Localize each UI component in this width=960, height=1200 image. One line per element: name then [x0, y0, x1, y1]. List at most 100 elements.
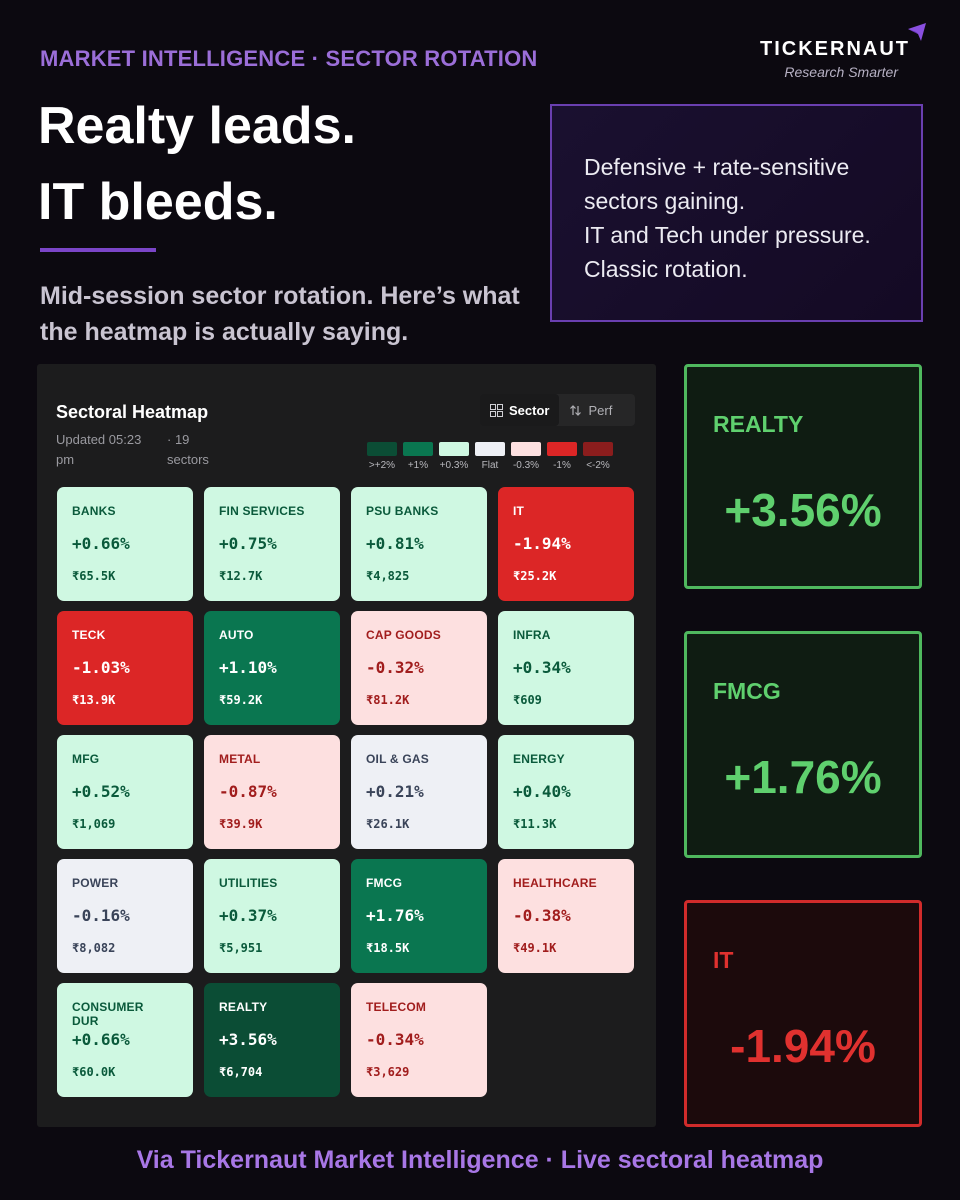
view-toggle: Sector Perf	[480, 394, 635, 426]
sector-change: +0.66%	[72, 534, 130, 553]
legend-item: -1%	[547, 442, 577, 471]
sector-name: UTILITIES	[219, 876, 278, 890]
sector-tile[interactable]: BANKS +0.66% ₹65.5K	[57, 487, 193, 601]
sector-value: ₹1,069	[72, 817, 116, 831]
toggle-perf[interactable]: Perf	[559, 394, 622, 426]
legend-label: >+2%	[368, 460, 396, 471]
legend-item: Flat	[475, 442, 505, 471]
sector-value: ₹4,825	[366, 569, 410, 583]
sector-change: -0.38%	[513, 906, 571, 925]
sector-name: OIL & GAS	[366, 752, 429, 766]
legend-swatch	[511, 442, 541, 456]
legend-swatch	[367, 442, 397, 456]
sector-tile[interactable]: OIL & GAS +0.21% ₹26.1K	[351, 735, 487, 849]
sector-value: ₹3,629	[366, 1065, 410, 1079]
legend-item: +1%	[403, 442, 433, 471]
sector-change: -1.94%	[513, 534, 571, 553]
sector-tile[interactable]: PSU BANKS +0.81% ₹4,825	[351, 487, 487, 601]
callout-line: Defensive + rate-sensitive	[584, 154, 850, 180]
brand-name: TICKERNAUT	[760, 38, 910, 60]
sector-tile[interactable]: MFG +0.52% ₹1,069	[57, 735, 193, 849]
sector-tile[interactable]: METAL -0.87% ₹39.9K	[204, 735, 340, 849]
highlight-card: REALTY +3.56%	[684, 364, 922, 589]
legend-swatch	[475, 442, 505, 456]
sector-name: CAP GOODS	[366, 628, 441, 642]
sector-value: ₹81.2K	[366, 693, 410, 707]
sector-change: +0.52%	[72, 782, 130, 801]
sector-tile[interactable]: TECK -1.03% ₹13.9K	[57, 611, 193, 725]
sector-name: POWER	[72, 876, 119, 890]
sector-change: -0.32%	[366, 658, 424, 677]
highlight-change: +3.56%	[724, 484, 882, 536]
sector-change: -0.34%	[366, 1030, 424, 1049]
sector-change: +0.21%	[366, 782, 424, 801]
heatmap-title: Sectoral Heatmap	[56, 402, 209, 422]
sector-tile[interactable]: CAP GOODS -0.32% ₹81.2K	[351, 611, 487, 725]
sector-change: -0.16%	[72, 906, 130, 925]
sector-value: ₹26.1K	[366, 817, 410, 831]
legend-item: +0.3%	[439, 442, 469, 471]
highlight-card: FMCG +1.76%	[684, 631, 922, 858]
sector-value: ₹11.3K	[513, 817, 557, 831]
toggle-perf-label: Perf	[588, 402, 613, 418]
sector-tile[interactable]: CONSUMER DUR +0.66% ₹60.0K	[57, 983, 193, 1097]
legend-item: <-2%	[583, 442, 613, 471]
sector-change: -1.03%	[72, 658, 130, 677]
headline: Realty leads. IT bleeds.	[38, 88, 356, 240]
legend-label: -0.3%	[512, 460, 540, 471]
headline-line-2: IT bleeds.	[38, 173, 278, 231]
legend-label: <-2%	[586, 460, 610, 471]
heatmap-grid: BANKS +0.66% ₹65.5K FIN SERVICES +0.75% ₹12.7…	[57, 487, 634, 1097]
sector-value: ₹59.2K	[219, 693, 263, 707]
sector-name: MFG	[72, 752, 100, 766]
sector-value: ₹49.1K	[513, 941, 557, 955]
legend-label: +1%	[407, 460, 429, 471]
sector-name: PSU BANKS	[366, 504, 439, 518]
sector-value: ₹6,704	[219, 1065, 263, 1079]
sector-change: +3.56%	[219, 1030, 277, 1049]
highlight-change: -1.94%	[730, 1020, 876, 1072]
highlight-sector: IT	[713, 947, 734, 973]
headline-line-1: Realty leads.	[38, 97, 356, 155]
sector-name: METAL	[219, 752, 261, 766]
sector-tile[interactable]: AUTO +1.10% ₹59.2K	[204, 611, 340, 725]
sector-change: +0.66%	[72, 1030, 130, 1049]
sector-tile[interactable]: INFRA +0.34% ₹609	[498, 611, 634, 725]
sector-tile[interactable]: ENERGY +0.40% ₹11.3K	[498, 735, 634, 849]
sector-change: +1.10%	[219, 658, 277, 677]
callout-box: Defensive + rate-sensitive sectors gaini…	[550, 104, 923, 322]
toggle-sector[interactable]: Sector	[480, 394, 560, 426]
legend-item: -0.3%	[511, 442, 541, 471]
highlight-sector: REALTY	[713, 411, 804, 437]
sector-value: ₹39.9K	[219, 817, 263, 831]
sector-tile[interactable]: FIN SERVICES +0.75% ₹12.7K	[204, 487, 340, 601]
sector-name: FMCG	[366, 876, 403, 890]
kicker: MARKET INTELLIGENCE · SECTOR ROTATION	[40, 46, 538, 71]
sector-tile[interactable]: FMCG +1.76% ₹18.5K	[351, 859, 487, 973]
sector-value: ₹25.2K	[513, 569, 557, 583]
sector-tile[interactable]: UTILITIES +0.37% ₹5,951	[204, 859, 340, 973]
sector-name: IT	[513, 504, 525, 518]
subhead: Mid-session sector rotation. Here’s what…	[40, 282, 520, 346]
sector-value: ₹65.5K	[72, 569, 116, 583]
sector-name: TECK	[72, 628, 106, 642]
sector-tile[interactable]: HEALTHCARE -0.38% ₹49.1K	[498, 859, 634, 973]
sort-icon	[570, 404, 582, 416]
sector-tile[interactable]: REALTY +3.56% ₹6,704	[204, 983, 340, 1097]
callout-line: IT and Tech under pressure.	[584, 222, 871, 248]
sector-tile[interactable]: POWER -0.16% ₹8,082	[57, 859, 193, 973]
toggle-sector-label: Sector	[509, 402, 550, 418]
callout-line: sectors gaining.	[584, 188, 746, 214]
sector-value: ₹60.0K	[72, 1065, 116, 1079]
highlight-card: IT -1.94%	[684, 900, 922, 1127]
sector-tile[interactable]: TELECOM -0.34% ₹3,629	[351, 983, 487, 1097]
callout-line: Classic rotation.	[584, 256, 748, 282]
legend-swatch	[547, 442, 577, 456]
sector-tile[interactable]: IT -1.94% ₹25.2K	[498, 487, 634, 601]
sector-name: BANKS	[72, 504, 116, 518]
sector-count: · 19 sectors	[167, 432, 209, 467]
sector-value: ₹12.7K	[219, 569, 263, 583]
sector-change: +0.75%	[219, 534, 277, 553]
legend-item: >+2%	[367, 442, 397, 471]
sector-name: AUTO	[219, 628, 254, 642]
